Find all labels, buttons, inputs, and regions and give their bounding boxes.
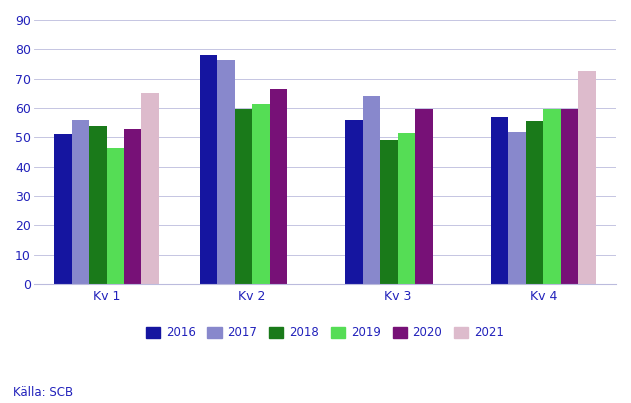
Bar: [543, 110, 561, 284]
Bar: [235, 110, 252, 284]
Bar: [217, 60, 235, 284]
Bar: [107, 147, 124, 284]
Bar: [380, 140, 398, 284]
Text: Källa: SCB: Källa: SCB: [13, 386, 73, 399]
Bar: [398, 133, 415, 284]
Bar: [269, 89, 287, 284]
Bar: [252, 104, 269, 284]
Bar: [54, 135, 72, 284]
Bar: [199, 55, 217, 284]
Bar: [526, 121, 543, 284]
Bar: [491, 117, 509, 284]
Bar: [72, 120, 89, 284]
Bar: [578, 71, 596, 284]
Legend: 2016, 2017, 2018, 2019, 2020, 2021: 2016, 2017, 2018, 2019, 2020, 2021: [141, 322, 509, 344]
Bar: [124, 129, 141, 284]
Bar: [89, 126, 107, 284]
Bar: [509, 131, 526, 284]
Bar: [415, 110, 433, 284]
Bar: [345, 120, 363, 284]
Bar: [363, 96, 380, 284]
Bar: [561, 110, 578, 284]
Bar: [141, 93, 159, 284]
